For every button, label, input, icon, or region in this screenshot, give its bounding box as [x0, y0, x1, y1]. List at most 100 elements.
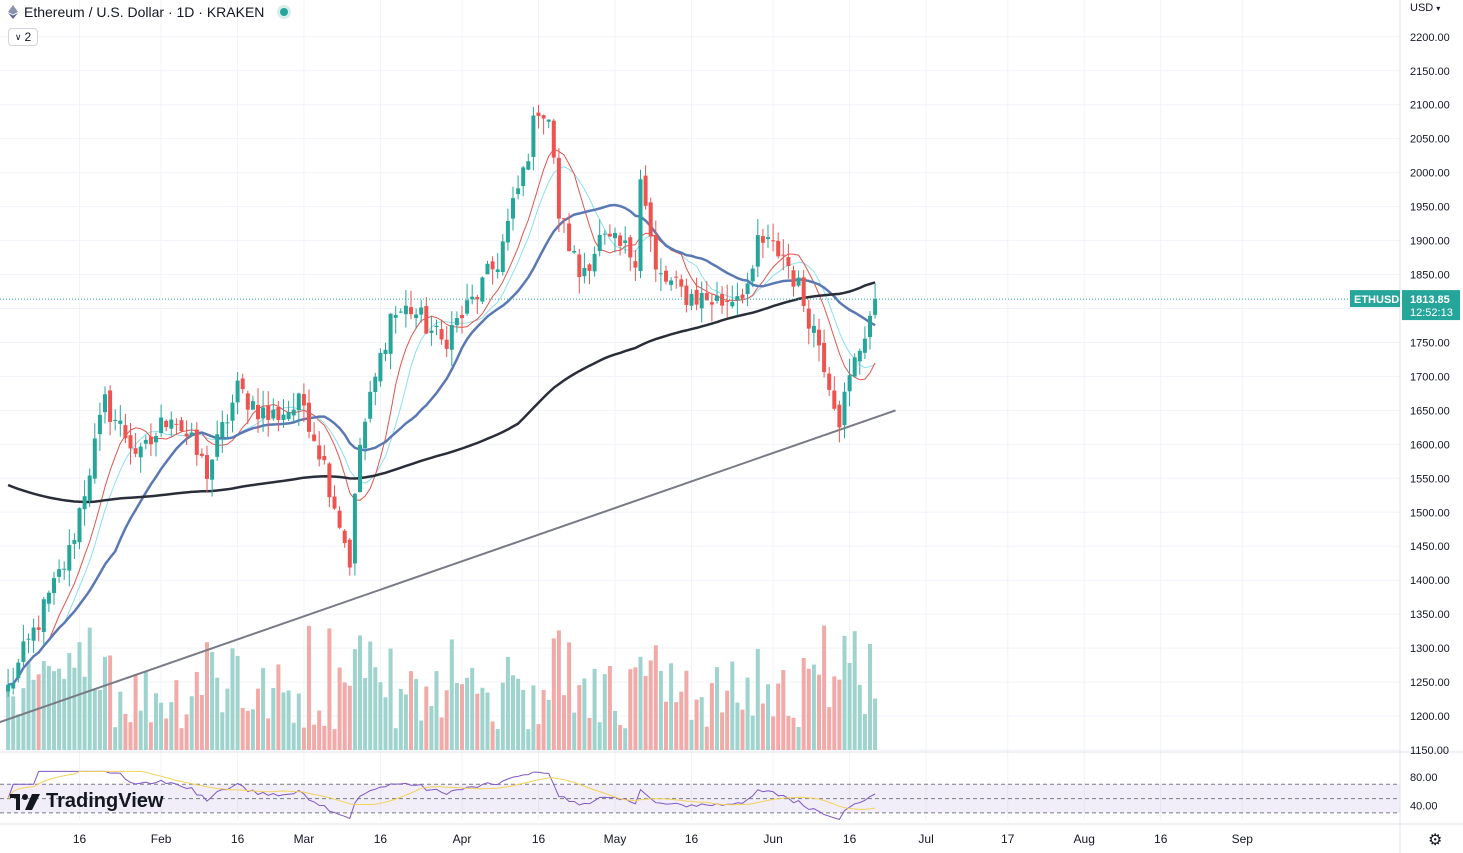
- candle-body[interactable]: [368, 391, 373, 419]
- candle-body[interactable]: [567, 223, 572, 252]
- candle-body[interactable]: [378, 352, 383, 382]
- trendline[interactable]: [0, 409, 896, 724]
- candle-body[interactable]: [847, 375, 852, 392]
- candle-body[interactable]: [164, 420, 169, 428]
- market-status-icon[interactable]: [280, 8, 289, 16]
- candle-body[interactable]: [291, 409, 296, 416]
- candle-body[interactable]: [118, 420, 123, 424]
- candle-body[interactable]: [301, 394, 306, 406]
- candle-body[interactable]: [363, 421, 368, 449]
- candle-body[interactable]: [388, 313, 393, 354]
- candle-body[interactable]: [669, 280, 674, 285]
- candle-body[interactable]: [128, 435, 133, 449]
- candle-body[interactable]: [92, 438, 97, 479]
- candle-body[interactable]: [67, 545, 72, 571]
- candle-body[interactable]: [827, 373, 832, 390]
- candle-body[interactable]: [470, 296, 475, 300]
- candle-body[interactable]: [546, 119, 551, 122]
- candle-body[interactable]: [704, 293, 709, 301]
- candle-body[interactable]: [648, 202, 653, 237]
- candle-body[interactable]: [317, 445, 322, 460]
- candle-body[interactable]: [184, 433, 189, 437]
- candle-body[interactable]: [715, 295, 719, 301]
- candle-body[interactable]: [633, 261, 638, 268]
- support-trendline[interactable]: [0, 409, 896, 724]
- candle-body[interactable]: [286, 412, 291, 419]
- candle-body[interactable]: [429, 330, 434, 333]
- candle-body[interactable]: [832, 390, 837, 409]
- candle-body[interactable]: [337, 510, 342, 528]
- candle-body[interactable]: [500, 241, 505, 272]
- candle-body[interactable]: [46, 592, 51, 604]
- candle-body[interactable]: [230, 402, 235, 421]
- candle-body[interactable]: [771, 240, 776, 242]
- candle-body[interactable]: [822, 342, 827, 373]
- candle-body[interactable]: [332, 496, 337, 509]
- candle-body[interactable]: [82, 496, 87, 510]
- candle-body[interactable]: [837, 404, 842, 428]
- candle-body[interactable]: [373, 376, 378, 393]
- candle-body[interactable]: [745, 283, 750, 295]
- candle-body[interactable]: [709, 302, 714, 305]
- candle-body[interactable]: [322, 455, 327, 461]
- candle-body[interactable]: [41, 599, 46, 633]
- candle-body[interactable]: [16, 662, 21, 679]
- candle-body[interactable]: [551, 120, 556, 158]
- candle-body[interactable]: [276, 407, 281, 420]
- candle-body[interactable]: [342, 530, 347, 544]
- candle-body[interactable]: [587, 264, 592, 271]
- candle-body[interactable]: [862, 338, 867, 353]
- candle-body[interactable]: [689, 293, 694, 306]
- candle-body[interactable]: [327, 463, 332, 498]
- time-axis[interactable]: 16 Feb 16 Mar 16 Apr 16 May 16 Jun 16 Jul 17 Aug 16 Sep: [0, 823, 1463, 846]
- candle-body[interactable]: [842, 391, 847, 426]
- candle-body[interactable]: [11, 682, 16, 689]
- candle-body[interactable]: [572, 250, 577, 253]
- candle-body[interactable]: [526, 161, 531, 170]
- candle-body[interactable]: [256, 404, 260, 420]
- candle-body[interactable]: [97, 414, 102, 435]
- candle-body[interactable]: [556, 157, 561, 219]
- candle-body[interactable]: [419, 307, 424, 315]
- candle-body[interactable]: [312, 434, 317, 441]
- candle-body[interactable]: [582, 267, 587, 277]
- candle-body[interactable]: [77, 508, 82, 543]
- candle-body[interactable]: [755, 235, 760, 267]
- candle-body[interactable]: [475, 296, 480, 300]
- candle-body[interactable]: [720, 294, 725, 306]
- candle-body[interactable]: [618, 235, 623, 246]
- candle-body[interactable]: [57, 569, 62, 577]
- candle-body[interactable]: [531, 115, 536, 157]
- candle-body[interactable]: [562, 218, 566, 220]
- candle-body[interactable]: [725, 300, 730, 302]
- candle-body[interactable]: [454, 318, 459, 326]
- candle-body[interactable]: [215, 434, 220, 457]
- candle-body[interactable]: [449, 325, 454, 350]
- candle-body[interactable]: [577, 254, 582, 278]
- candle-body[interactable]: [403, 305, 408, 315]
- candle-body[interactable]: [159, 417, 164, 434]
- candle-body[interactable]: [72, 540, 77, 544]
- candle-body[interactable]: [154, 436, 158, 443]
- candle-body[interactable]: [138, 446, 143, 458]
- candle-body[interactable]: [393, 314, 398, 318]
- candle-body[interactable]: [52, 578, 56, 594]
- candle-body[interactable]: [679, 279, 684, 287]
- candle-body[interactable]: [21, 641, 26, 662]
- candle-body[interactable]: [796, 277, 801, 286]
- candle-body[interactable]: [505, 220, 510, 243]
- candle-body[interactable]: [465, 300, 470, 314]
- candle-body[interactable]: [194, 429, 199, 455]
- candle-body[interactable]: [541, 115, 546, 119]
- candle-body[interactable]: [358, 444, 362, 493]
- candle-body[interactable]: [613, 232, 617, 239]
- candle-body[interactable]: [801, 277, 806, 306]
- candle-body[interactable]: [113, 419, 118, 421]
- candle-body[interactable]: [490, 261, 495, 270]
- candle-body[interactable]: [143, 439, 148, 444]
- symbol-header[interactable]: Ethereum / U.S. Dollar · 1D · KRAKEN: [8, 4, 289, 20]
- candle-body[interactable]: [103, 394, 107, 413]
- candle-body[interactable]: [776, 240, 781, 257]
- candle-body[interactable]: [817, 329, 821, 346]
